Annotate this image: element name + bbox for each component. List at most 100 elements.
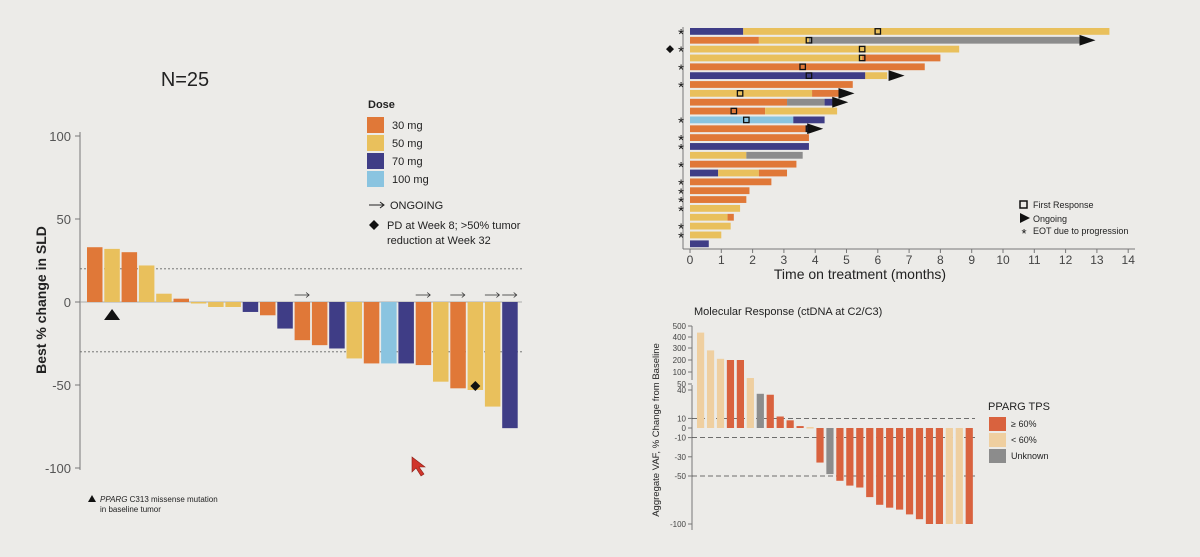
swimmer-bar-segment bbox=[690, 231, 722, 239]
eot-star-icon: * bbox=[678, 79, 684, 96]
vaf-y-tick-label: 100 bbox=[673, 368, 687, 377]
dose-legend-swatch bbox=[367, 135, 384, 151]
waterfall-bar bbox=[225, 302, 241, 307]
vaf-title: Molecular Response (ctDNA at C2/C3) bbox=[694, 306, 882, 318]
mouse-cursor-icon bbox=[411, 456, 426, 477]
vaf-y-tick-label: 200 bbox=[673, 356, 687, 365]
vaf-bar bbox=[776, 416, 784, 428]
swimmer-x-tick-label: 1 bbox=[718, 253, 725, 267]
waterfall-y-tick-label: 50 bbox=[57, 212, 71, 227]
swimmer-x-tick-label: 14 bbox=[1122, 253, 1136, 267]
waterfall-bar bbox=[242, 302, 259, 312]
vaf-y-tick-label: -30 bbox=[674, 453, 686, 462]
swimmer-bar-segment bbox=[690, 54, 863, 62]
vaf-bar bbox=[756, 393, 764, 428]
first-response-square-icon bbox=[858, 54, 866, 62]
swimmer-x-tick-label: 5 bbox=[843, 253, 850, 267]
swimmer-bar-segment bbox=[690, 36, 759, 44]
swimmer-bar-segment bbox=[690, 240, 709, 248]
vaf-bar bbox=[726, 360, 735, 428]
vaf-chart: Molecular Response (ctDNA at C2/C3) Aggr… bbox=[651, 306, 1050, 530]
swimmer-rows: ************** bbox=[666, 26, 1110, 248]
vaf-y-tick-label: -100 bbox=[670, 520, 687, 529]
ongoing-arrow-icon bbox=[807, 123, 824, 135]
eot-star-icon: * bbox=[678, 194, 684, 211]
vaf-bar bbox=[915, 428, 924, 520]
swimmer-bar-segment bbox=[690, 72, 866, 80]
first-response-square-icon bbox=[799, 63, 807, 71]
dose-legend-label: 100 mg bbox=[392, 174, 429, 186]
swimmer-bar-segment bbox=[808, 36, 1082, 44]
first-response-square-icon bbox=[730, 107, 738, 115]
swimmer-bar-segment bbox=[690, 125, 806, 133]
first-response-square-icon bbox=[742, 116, 750, 124]
swimmer-bar-segment bbox=[787, 98, 825, 106]
swimmer-bar-segment bbox=[690, 205, 741, 212]
swimmer-x-tick-label: 10 bbox=[996, 253, 1010, 267]
eot-star-icon: * bbox=[678, 115, 684, 132]
first-response-square-icon bbox=[858, 45, 866, 53]
swimmer-x-tick-label: 6 bbox=[874, 253, 881, 267]
swimmer-bar-segment bbox=[746, 151, 803, 159]
vaf-y-tick-label: 300 bbox=[673, 344, 687, 353]
swimmer-bar-segment bbox=[690, 213, 728, 221]
eot-star-icon: * bbox=[678, 141, 684, 158]
vaf-legend-label: ≥ 60% bbox=[1011, 419, 1036, 429]
vaf-y-tick-label: 40 bbox=[677, 386, 686, 395]
first-response-square-icon bbox=[874, 28, 882, 35]
vaf-bar bbox=[965, 428, 973, 524]
waterfall-y-axis-label: Best % change in SLD bbox=[33, 226, 49, 374]
vaf-bar bbox=[925, 428, 934, 524]
vaf-bar bbox=[816, 428, 824, 463]
swimmer-bar-segment bbox=[824, 98, 834, 106]
waterfall-bar bbox=[190, 302, 207, 304]
swimmer-x-tick-label: 9 bbox=[968, 253, 975, 267]
vaf-bar bbox=[846, 428, 854, 486]
ongoing-arrow-icon bbox=[832, 96, 849, 108]
eot-star-icon: * bbox=[678, 132, 684, 149]
swimmer-x-ticks: 0 1 2 3 4 5 6 7 8 9 10 11 12 13 14 bbox=[687, 249, 1136, 267]
swimmer-legend-label: EOT due to progression bbox=[1033, 226, 1128, 236]
swimmer-legend: First Response Ongoing * EOT due to prog… bbox=[1019, 200, 1128, 241]
vaf-bar bbox=[746, 378, 754, 428]
mutation-footnote: PPARG C313 missense mutation in baseline… bbox=[88, 495, 218, 514]
waterfall-bar bbox=[329, 302, 345, 349]
ongoing-arrow-icon bbox=[461, 292, 466, 298]
footnote-gene: PPARG bbox=[100, 495, 127, 504]
vaf-bar bbox=[856, 428, 864, 488]
vaf-y-tick-label: 10 bbox=[677, 414, 686, 423]
vaf-legend-label: Unknown bbox=[1011, 451, 1049, 461]
dose-legend-label: 50 mg bbox=[392, 138, 423, 150]
swimmer-bar-segment bbox=[812, 89, 844, 97]
pd-note-line2: reduction at Week 32 bbox=[387, 235, 491, 247]
pd-note-line1: PD at Week 8; >50% tumor bbox=[387, 220, 521, 232]
vaf-bar bbox=[896, 428, 904, 510]
eot-star-icon: * bbox=[678, 185, 684, 202]
footnote-text: C313 missense mutation bbox=[127, 495, 217, 504]
first-response-legend-icon bbox=[1019, 200, 1028, 209]
vaf-bar bbox=[736, 360, 744, 428]
vaf-bar bbox=[886, 428, 894, 508]
waterfall-bars bbox=[87, 247, 518, 429]
waterfall-bar bbox=[277, 302, 293, 329]
dose-legend-swatch bbox=[367, 171, 384, 187]
waterfall-y-ticks: 100 50 0 -50 -100 bbox=[45, 129, 80, 476]
vaf-bar bbox=[876, 428, 884, 505]
vaf-y-tick-label: -10 bbox=[674, 434, 686, 443]
swimmer-bar-segment bbox=[690, 178, 772, 186]
vaf-legend-swatch bbox=[989, 449, 1006, 463]
waterfall-bar bbox=[381, 302, 397, 364]
swimmer-bar-segment bbox=[690, 222, 731, 230]
swimmer-bar-segment bbox=[727, 213, 734, 221]
ongoing-arrow-icon bbox=[513, 292, 518, 298]
ongoing-arrow-icon bbox=[838, 87, 855, 99]
vaf-bar bbox=[697, 332, 705, 428]
swimmer-bar-segment bbox=[758, 36, 809, 44]
vaf-legend-swatch bbox=[989, 433, 1006, 447]
swimmer-legend-label: First Response bbox=[1033, 200, 1094, 210]
ongoing-arrow-icon bbox=[426, 292, 431, 298]
vaf-bar bbox=[796, 426, 804, 428]
swimmer-bar-segment bbox=[690, 134, 809, 141]
waterfall-bar bbox=[260, 302, 276, 316]
